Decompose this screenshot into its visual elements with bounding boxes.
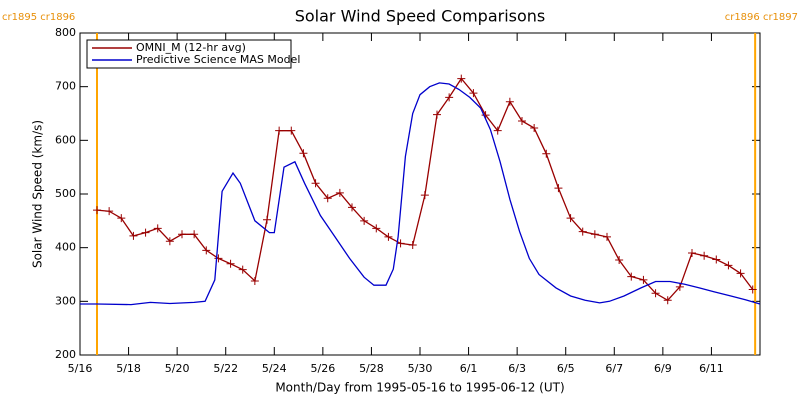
x-tick-label: 5/16 — [68, 362, 93, 375]
point-marker — [700, 251, 709, 260]
y-tick-label: 200 — [55, 348, 76, 361]
point-marker — [420, 191, 429, 200]
point-marker — [445, 93, 454, 102]
y-tick-label: 600 — [55, 133, 76, 146]
point-marker — [469, 89, 478, 98]
x-tick-label: 5/28 — [359, 362, 384, 375]
x-tick-label: 5/22 — [213, 362, 238, 375]
point-marker — [736, 269, 745, 278]
x-tick-label: 5/20 — [165, 362, 190, 375]
point-marker — [165, 237, 174, 246]
point-marker — [141, 228, 150, 237]
point-marker — [311, 179, 320, 188]
point-marker — [712, 255, 721, 264]
point-marker — [433, 110, 441, 119]
x-tick-label: 6/1 — [460, 362, 478, 375]
point-marker — [457, 74, 466, 83]
point-marker — [518, 117, 526, 126]
point-marker — [226, 259, 235, 268]
series-line — [80, 82, 761, 306]
point-marker — [250, 276, 259, 285]
legend-box — [86, 39, 292, 69]
point-marker — [384, 232, 393, 241]
point-marker — [372, 224, 381, 233]
point-marker — [299, 149, 308, 158]
x-tick-label: 5/18 — [116, 362, 141, 375]
point-marker — [153, 224, 162, 233]
x-tick-label: 6/3 — [508, 362, 526, 375]
x-axis-label: Month/Day from 1995-05-16 to 1995-06-12 … — [275, 381, 564, 395]
point-marker — [566, 214, 575, 223]
point-marker — [627, 272, 636, 281]
y-tick-label: 700 — [55, 80, 76, 93]
point-marker — [603, 232, 611, 241]
point-marker — [651, 289, 660, 298]
y-axis-label: Solar Wind Speed (km/s) — [31, 120, 45, 268]
chart-title: Solar Wind Speed Comparisons — [295, 7, 546, 26]
point-marker — [748, 285, 757, 294]
point-marker — [287, 126, 296, 135]
x-tick-label: 6/9 — [654, 362, 672, 375]
point-marker — [105, 207, 114, 216]
point-marker — [202, 246, 211, 255]
point-marker — [263, 215, 271, 224]
point-marker — [675, 282, 684, 291]
point-marker — [178, 230, 186, 239]
point-marker — [396, 239, 405, 248]
point-marker — [238, 265, 247, 274]
point-marker — [360, 216, 369, 225]
plot-frame — [79, 32, 761, 356]
point-marker — [214, 254, 223, 263]
x-tick-label: 5/24 — [262, 362, 287, 375]
point-marker — [335, 188, 344, 197]
point-marker — [590, 230, 599, 239]
legend-label: OMNI_M (12-hr avg) — [136, 41, 246, 54]
point-marker — [129, 231, 138, 240]
point-marker — [639, 275, 648, 284]
y-tick-label: 800 — [55, 26, 76, 39]
point-marker — [615, 256, 624, 265]
point-marker — [348, 203, 356, 212]
point-marker — [493, 126, 502, 135]
x-tick-label: 6/5 — [557, 362, 575, 375]
y-tick-label: 300 — [55, 294, 76, 307]
point-marker — [275, 126, 284, 135]
point-marker — [190, 230, 199, 239]
boundary-label: cr1895 cr1896 — [2, 12, 75, 23]
point-marker — [663, 296, 672, 305]
point-marker — [530, 123, 539, 132]
x-tick-label: 6/7 — [605, 362, 623, 375]
x-tick-label: 6/11 — [699, 362, 724, 375]
point-marker — [724, 261, 733, 270]
point-marker — [408, 240, 417, 249]
point-marker — [554, 184, 563, 193]
series-line — [96, 77, 754, 302]
y-tick-label: 500 — [55, 187, 76, 200]
point-marker — [505, 97, 514, 106]
point-marker — [578, 227, 587, 236]
legend: OMNI_M (12-hr avg)Predictive Science MAS… — [86, 39, 300, 69]
point-marker — [93, 206, 101, 215]
legend-label: Predictive Science MAS Model — [136, 53, 300, 66]
boundary-label: cr1896 cr1897 — [725, 12, 798, 23]
x-tick-label: 5/26 — [311, 362, 336, 375]
point-marker — [542, 149, 551, 158]
point-marker — [323, 194, 332, 203]
x-tick-label: 5/30 — [408, 362, 433, 375]
point-marker — [688, 249, 696, 258]
y-tick-label: 400 — [55, 241, 76, 254]
point-marker — [117, 214, 126, 223]
